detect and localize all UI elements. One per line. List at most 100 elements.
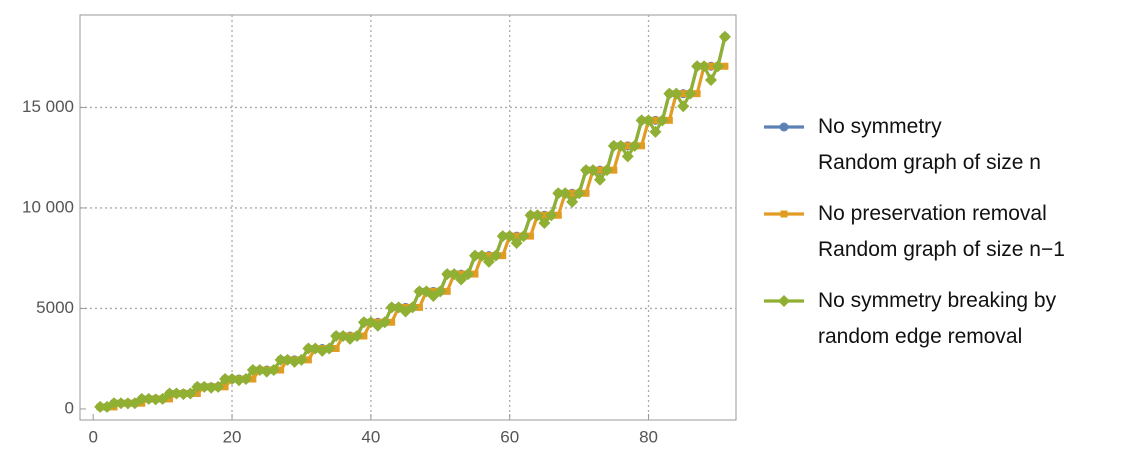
point [323, 342, 336, 355]
point [684, 87, 697, 100]
point [330, 329, 343, 342]
point [443, 287, 451, 295]
point [378, 316, 391, 329]
point [513, 232, 521, 240]
point [580, 164, 593, 177]
point [221, 383, 229, 391]
point [711, 60, 724, 73]
point [177, 388, 190, 401]
point [677, 100, 690, 113]
point [191, 380, 204, 393]
point [114, 397, 127, 410]
y-tick-label: 0 [65, 398, 74, 417]
point [642, 114, 655, 127]
x-tick-label: 20 [223, 427, 242, 446]
x-tick-label: 0 [88, 427, 97, 446]
y-tick-label: 5000 [36, 298, 74, 317]
point [573, 187, 586, 200]
point [219, 373, 232, 386]
point [524, 209, 537, 222]
y-tick-label: 15 000 [22, 97, 74, 116]
point [651, 116, 659, 124]
point [568, 189, 576, 197]
series-line [100, 36, 727, 409]
point [415, 303, 423, 311]
point [332, 345, 340, 353]
point [693, 90, 701, 98]
point [388, 318, 396, 326]
legend-label: No symmetry breaking by random edge remo… [818, 289, 1057, 348]
point [607, 139, 620, 152]
point [718, 30, 731, 43]
series-line [100, 36, 727, 409]
point [614, 139, 627, 152]
point [142, 392, 155, 405]
point [698, 60, 711, 73]
point [193, 389, 201, 397]
point [249, 375, 257, 383]
point [448, 268, 461, 281]
x-tick-label: 60 [500, 427, 519, 446]
point [475, 249, 488, 262]
point [707, 62, 715, 70]
point [406, 301, 419, 314]
point [624, 142, 632, 150]
point [540, 211, 548, 219]
point [295, 353, 308, 366]
plot-frame [79, 14, 737, 421]
point [628, 139, 641, 152]
point [610, 166, 618, 174]
point [205, 381, 218, 394]
series [96, 62, 729, 411]
point [559, 187, 572, 200]
point [274, 353, 287, 366]
point [108, 397, 121, 410]
point [434, 285, 447, 298]
point [679, 90, 687, 98]
point [649, 125, 662, 138]
point [121, 397, 134, 410]
legend-marker [778, 295, 790, 307]
point [503, 230, 516, 243]
legend-label: No symmetry Random graph of size n [818, 115, 1041, 174]
point [596, 166, 604, 174]
point [665, 116, 673, 124]
point [538, 216, 551, 229]
point [385, 301, 398, 314]
point [489, 249, 502, 262]
point [552, 187, 565, 200]
point [705, 73, 718, 86]
point [184, 387, 197, 400]
point [482, 255, 495, 268]
point [600, 164, 613, 177]
series-line [100, 64, 725, 409]
legend-marker [779, 122, 789, 132]
point [531, 209, 544, 222]
point [360, 332, 368, 340]
point [441, 268, 454, 281]
point [94, 400, 107, 413]
x-tick-label: 40 [361, 427, 380, 446]
point [485, 252, 493, 260]
point [156, 392, 169, 405]
point [510, 237, 523, 250]
series [94, 30, 731, 413]
point [545, 209, 558, 222]
point [135, 392, 148, 405]
point [499, 252, 507, 260]
point [246, 364, 259, 377]
point [357, 316, 370, 329]
point [691, 60, 704, 73]
x-tick-label: 80 [639, 427, 658, 446]
point [621, 150, 634, 163]
point [267, 364, 280, 377]
point [163, 387, 176, 400]
legend-label: No preservation removal Random graph of … [818, 202, 1065, 261]
y-tick-label: 10 000 [22, 197, 74, 216]
point [302, 342, 315, 355]
legend-marker [780, 210, 788, 218]
point [198, 380, 211, 393]
point [413, 285, 426, 298]
